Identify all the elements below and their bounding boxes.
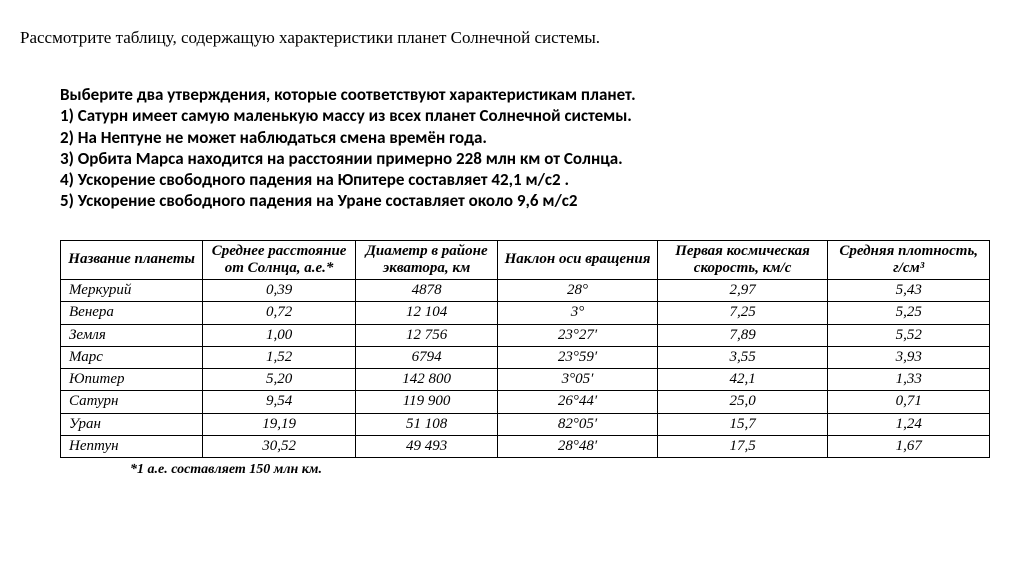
task-statement-5: 5) Ускорение свободного падения на Уране… [60, 190, 1004, 211]
cell-value: 5,43 [828, 280, 990, 302]
col-header-name: Название планеты [61, 240, 203, 280]
cell-value: 23°27′ [498, 324, 657, 346]
cell-planet-name: Уран [61, 413, 203, 435]
cell-value: 1,67 [828, 435, 990, 457]
col-header-tilt: Наклон оси вращения [498, 240, 657, 280]
cell-value: 82°05′ [498, 413, 657, 435]
cell-value: 0,72 [203, 302, 356, 324]
cell-value: 1,00 [203, 324, 356, 346]
table-footnote: *1 а.е. составляет 150 млн км. [130, 462, 1004, 478]
table-header-row: Название планеты Среднее расстояние от С… [61, 240, 990, 280]
cell-value: 23°59′ [498, 346, 657, 368]
intro-text: Рассмотрите таблицу, содержащую характер… [20, 28, 1004, 48]
page-root: Рассмотрите таблицу, содержащую характер… [0, 0, 1024, 478]
task-statement-2: 2) На Нептуне не может наблюдаться смена… [60, 127, 1004, 148]
table-row: Марс 1,52 6794 23°59′ 3,55 3,93 [61, 346, 990, 368]
cell-planet-name: Юпитер [61, 369, 203, 391]
cell-value: 1,24 [828, 413, 990, 435]
cell-value: 1,52 [203, 346, 356, 368]
task-statement-4: 4) Ускорение свободного падения на Юпите… [60, 169, 1004, 190]
cell-value: 2,97 [657, 280, 828, 302]
table-row: Земля 1,00 12 756 23°27′ 7,89 5,52 [61, 324, 990, 346]
cell-planet-name: Земля [61, 324, 203, 346]
cell-value: 30,52 [203, 435, 356, 457]
cell-value: 19,19 [203, 413, 356, 435]
cell-value: 12 756 [355, 324, 497, 346]
cell-value: 6794 [355, 346, 497, 368]
cell-value: 0,71 [828, 391, 990, 413]
cell-value: 4878 [355, 280, 497, 302]
table-row: Венера 0,72 12 104 3° 7,25 5,25 [61, 302, 990, 324]
col-header-density: Средняя плотность, г/см³ [828, 240, 990, 280]
cell-value: 42,1 [657, 369, 828, 391]
cell-value: 12 104 [355, 302, 497, 324]
col-header-velocity: Первая космическая скорость, км/с [657, 240, 828, 280]
cell-value: 51 108 [355, 413, 497, 435]
cell-value: 142 800 [355, 369, 497, 391]
cell-planet-name: Нептун [61, 435, 203, 457]
cell-planet-name: Венера [61, 302, 203, 324]
cell-value: 3° [498, 302, 657, 324]
planets-table: Название планеты Среднее расстояние от С… [60, 240, 990, 459]
cell-value: 5,20 [203, 369, 356, 391]
cell-value: 3,55 [657, 346, 828, 368]
cell-value: 7,25 [657, 302, 828, 324]
cell-value: 9,54 [203, 391, 356, 413]
cell-value: 28°48′ [498, 435, 657, 457]
cell-value: 7,89 [657, 324, 828, 346]
task-statement-3: 3) Орбита Марса находится на расстоянии … [60, 148, 1004, 169]
table-row: Меркурий 0,39 4878 28° 2,97 5,43 [61, 280, 990, 302]
cell-value: 17,5 [657, 435, 828, 457]
cell-value: 5,25 [828, 302, 990, 324]
cell-value: 1,33 [828, 369, 990, 391]
col-header-diameter: Диаметр в районе экватора, км [355, 240, 497, 280]
table-row: Сатурн 9,54 119 900 26°44′ 25,0 0,71 [61, 391, 990, 413]
cell-value: 49 493 [355, 435, 497, 457]
cell-value: 15,7 [657, 413, 828, 435]
cell-value: 28° [498, 280, 657, 302]
table-row: Уран 19,19 51 108 82°05′ 15,7 1,24 [61, 413, 990, 435]
cell-value: 3,93 [828, 346, 990, 368]
cell-planet-name: Сатурн [61, 391, 203, 413]
col-header-distance: Среднее расстояние от Солнца, а.е.* [203, 240, 356, 280]
cell-value: 0,39 [203, 280, 356, 302]
table-row: Юпитер 5,20 142 800 3°05′ 42,1 1,33 [61, 369, 990, 391]
cell-value: 26°44′ [498, 391, 657, 413]
task-statement-1: 1) Сатурн имеет самую маленькую массу из… [60, 105, 1004, 126]
cell-value: 25,0 [657, 391, 828, 413]
task-prompt: Выберите два утверждения, которые соотве… [60, 84, 1004, 105]
cell-planet-name: Меркурий [61, 280, 203, 302]
task-block: Выберите два утверждения, которые соотве… [60, 84, 1004, 212]
cell-value: 3°05′ [498, 369, 657, 391]
cell-planet-name: Марс [61, 346, 203, 368]
cell-value: 5,52 [828, 324, 990, 346]
table-row: Нептун 30,52 49 493 28°48′ 17,5 1,67 [61, 435, 990, 457]
cell-value: 119 900 [355, 391, 497, 413]
